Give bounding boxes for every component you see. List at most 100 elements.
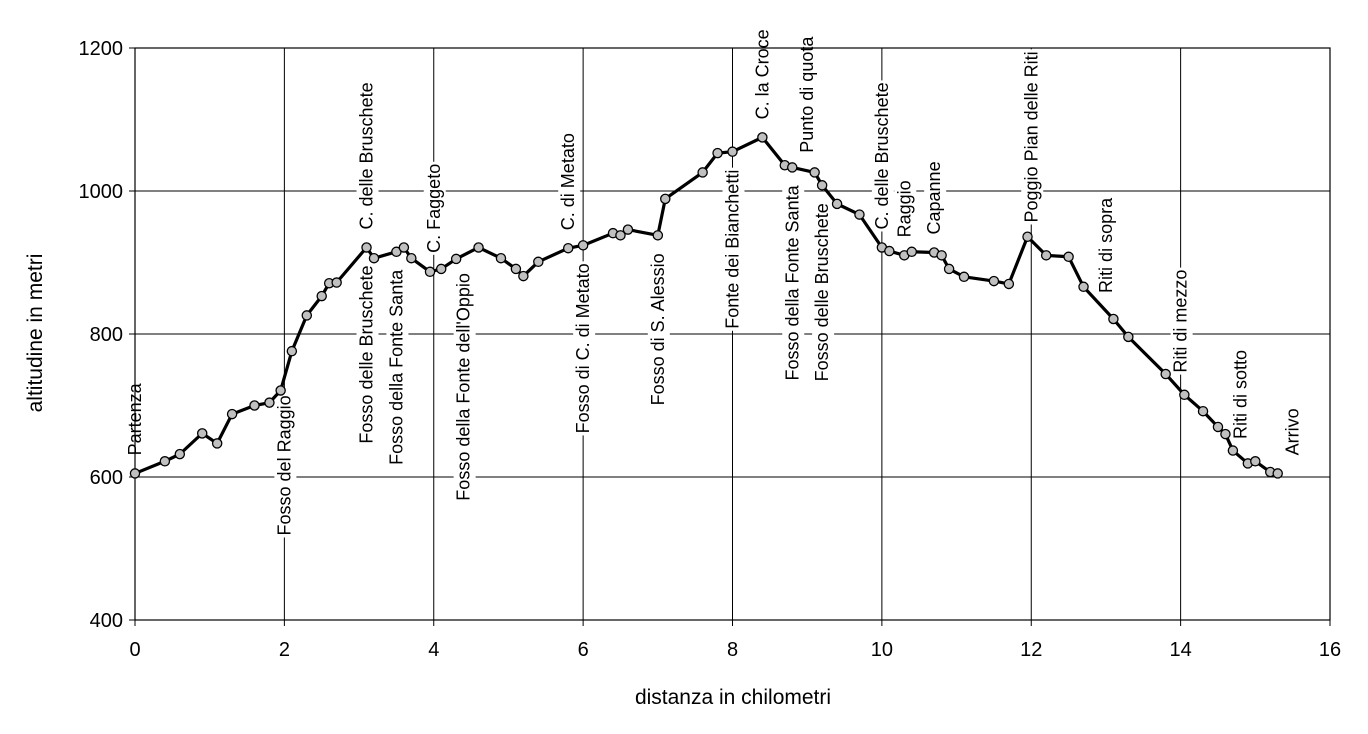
waypoint-label: C. delle Bruschete [357, 82, 377, 229]
waypoint-label-backing [797, 34, 820, 155]
elevation-point [652, 230, 664, 241]
x-tick-label: 16 [1319, 639, 1341, 661]
elevation-point [286, 345, 298, 357]
elevation-point [435, 263, 447, 275]
elevation-point [301, 310, 313, 321]
waypoint-label-backing [722, 167, 745, 331]
waypoint-label: Riti di mezzo [1171, 270, 1191, 373]
y-tick-label: 800 [90, 324, 123, 346]
waypoint-label: Fosso delle Bruschete [812, 203, 832, 381]
elevation-point [622, 224, 634, 235]
x-tick-label: 12 [1020, 639, 1042, 661]
elevation-point [424, 266, 436, 278]
elevation-point [577, 240, 589, 251]
x-tick-label: 0 [129, 639, 140, 661]
elevation-point [1212, 421, 1224, 433]
elevation-point [943, 263, 955, 275]
waypoint-label-backing [125, 381, 147, 458]
waypoint-label-backing [752, 27, 775, 122]
waypoint-label: Fosso del Raggio [274, 395, 294, 535]
waypoint-label-backing [423, 161, 446, 255]
elevation-point [226, 408, 238, 420]
x-tick-label: 8 [727, 639, 738, 661]
elevation-point [174, 448, 186, 460]
elevation-point [816, 180, 828, 191]
elevation-line [134, 135, 1279, 475]
waypoint-label: Fosso delle Bruschete [357, 265, 377, 443]
waypoint-label: Fosso di C. di Metato [573, 263, 593, 433]
waypoint-label-backing [1095, 195, 1118, 295]
waypoint-label-backing [871, 80, 894, 232]
elevation-point [211, 438, 223, 449]
elevation-point [906, 246, 918, 258]
elevation-point [1220, 428, 1231, 440]
elevation-point [854, 209, 865, 220]
elevation-point [809, 167, 820, 178]
y-tick-label: 1200 [79, 38, 124, 60]
waypoint-label-backing [647, 251, 670, 408]
elevation-point [727, 146, 738, 157]
elevation-point [406, 252, 417, 264]
elevation-point [473, 242, 484, 253]
waypoint-label-backing [782, 183, 805, 383]
waypoint-label: Capanne [924, 161, 944, 234]
elevation-point [361, 242, 372, 253]
elevation-point [1022, 231, 1033, 243]
x-tick-label: 14 [1170, 639, 1192, 661]
elevation-point [275, 385, 286, 396]
waypoint-label: C. Faggeto [424, 164, 444, 253]
elevation-point [615, 230, 626, 241]
elevation-point [988, 275, 1000, 287]
elevation-point [660, 193, 671, 205]
elevation-point [1003, 278, 1015, 290]
elevation-point [518, 270, 529, 282]
waypoint-label-backing [894, 178, 917, 240]
waypoint-label: C. delle Bruschete [872, 82, 892, 229]
elevation-point [1197, 405, 1209, 417]
waypoint-label-backing [386, 267, 409, 467]
elevation-point [1250, 456, 1261, 467]
waypoint-label-backing [1170, 267, 1193, 375]
elevation-point [264, 397, 275, 408]
y-axis-title: altitudine in metri [24, 254, 47, 413]
waypoint-label: C. di Metato [558, 133, 578, 230]
waypoint-label-backing [573, 261, 596, 436]
elevation-point [936, 250, 947, 261]
elevation-point [1108, 313, 1119, 325]
elevation-point [884, 245, 895, 257]
elevation-point [1063, 251, 1074, 263]
elevation-point [831, 198, 843, 210]
elevation-point [129, 468, 141, 479]
elevation-point [1123, 331, 1134, 343]
elevation-point [368, 252, 380, 264]
elevation-point [1179, 389, 1190, 401]
x-tick-label: 10 [871, 639, 893, 661]
waypoint-label-backing [1230, 347, 1253, 441]
elevation-point [1272, 468, 1283, 479]
waypoint-label-backing [274, 393, 297, 538]
waypoint-label: Fosso di S. Alessio [648, 253, 668, 405]
elevation-point [1040, 250, 1052, 261]
elevation-point [1160, 368, 1171, 380]
waypoint-label-backing [924, 159, 947, 237]
waypoint-label-backing [356, 80, 379, 232]
elevation-point [316, 290, 327, 302]
waypoint-label: Raggio [894, 180, 914, 237]
elevation-point [510, 263, 522, 275]
elevation-point [450, 253, 462, 265]
waypoint-label: Arrivo [1283, 408, 1303, 455]
waypoint-label-backing [1282, 406, 1305, 458]
y-tick-label: 1000 [79, 181, 124, 203]
waypoint-label: Riti di sopra [1096, 197, 1116, 293]
x-tick-label: 4 [428, 639, 439, 661]
elevation-point [196, 428, 208, 439]
y-tick-label: 600 [90, 467, 123, 489]
elevation-point [757, 132, 768, 143]
elevation-point [712, 147, 723, 159]
waypoint-label-backing [558, 131, 581, 233]
waypoint-label: Fosso della Fonte Santa [782, 184, 802, 380]
tick-labels: 0 2 4 6 8 10 12 14 16 400 600 800 1000 1200 [79, 38, 1342, 661]
